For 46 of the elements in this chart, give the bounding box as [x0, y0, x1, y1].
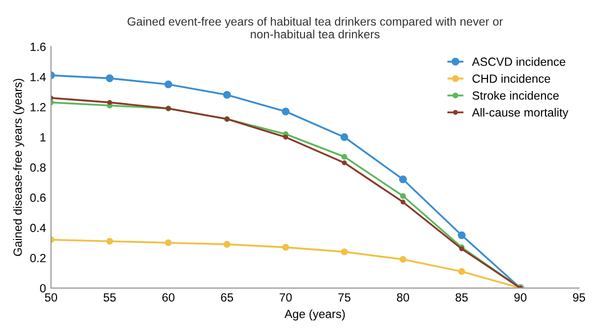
y-tick-label: 0.2: [30, 254, 46, 262]
point: [400, 200, 406, 204]
point: [223, 91, 231, 99]
point: [282, 244, 290, 251]
x-tick-label: 90: [514, 293, 526, 302]
y-tick-label: 1.2: [30, 103, 46, 112]
x-tick-label: 75: [338, 293, 350, 302]
x-tick-label: 80: [396, 293, 410, 302]
y-axis-title: Gained disease-free years (years): [13, 78, 24, 256]
point: [164, 80, 172, 88]
legend-label: CHD incidence: [472, 74, 550, 83]
x-tick-label: 50: [44, 293, 58, 302]
point: [340, 248, 348, 256]
x-tick-label: 55: [104, 293, 116, 302]
x-tick-label: 65: [221, 293, 234, 302]
point: [283, 134, 288, 140]
point: [341, 154, 348, 160]
chart-title: Gained event-free years of habitual tea drinkers compared with never or non-habitual tea drinkers: [128, 17, 503, 38]
point: [106, 74, 114, 82]
point: [458, 231, 466, 240]
legend-label: Stroke incidence: [472, 91, 559, 100]
x-tick-label: 70: [280, 293, 292, 302]
y-tick-label: 1: [40, 133, 46, 142]
point: [400, 256, 406, 263]
point: [399, 176, 407, 184]
x-axis-title: Age (years): [284, 309, 345, 320]
point: [107, 100, 112, 105]
point: [164, 239, 172, 246]
y-tick-label: 1.4: [30, 72, 46, 82]
point: [342, 160, 347, 166]
point: [106, 238, 114, 245]
x-tick-label: 95: [572, 293, 586, 302]
x-tick-label: 60: [162, 293, 174, 302]
point: [400, 193, 406, 199]
x-tick-label: 85: [456, 293, 468, 302]
point: [224, 240, 230, 248]
point: [458, 268, 466, 275]
point: [282, 108, 290, 116]
y-tick-label: 0.8: [30, 163, 46, 172]
y-tick-label: 0.6: [30, 194, 46, 202]
legend-label: ASCVD incidence: [472, 57, 566, 66]
y-tick-label: 0.4: [30, 224, 46, 232]
legend-label: All-cause mortality: [472, 108, 568, 119]
point: [340, 133, 348, 142]
y-tick-label: 0: [40, 284, 46, 292]
y-tick-label: 1.6: [30, 42, 46, 52]
